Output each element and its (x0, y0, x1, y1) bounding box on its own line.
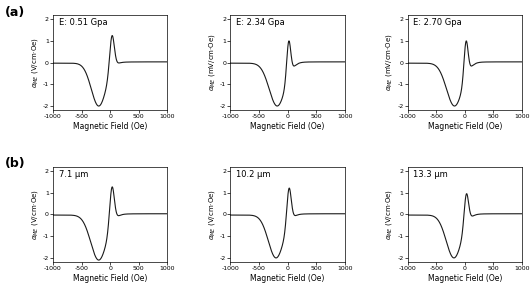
X-axis label: Magnetic Field (Oe): Magnetic Field (Oe) (73, 122, 147, 131)
Y-axis label: $\alpha_{ME}$ (V/cm$\cdot$Oe): $\alpha_{ME}$ (V/cm$\cdot$Oe) (207, 189, 217, 240)
X-axis label: Magnetic Field (Oe): Magnetic Field (Oe) (250, 122, 325, 131)
Y-axis label: $\alpha_{ME}$ (mV/cm$\cdot$Oe): $\alpha_{ME}$ (mV/cm$\cdot$Oe) (207, 33, 217, 92)
Text: 13.3 μm: 13.3 μm (413, 170, 448, 179)
Y-axis label: $\alpha_{ME}$ (mV/cm$\cdot$Oe): $\alpha_{ME}$ (mV/cm$\cdot$Oe) (384, 33, 394, 92)
Text: (a): (a) (5, 5, 25, 19)
Text: 10.2 μm: 10.2 μm (236, 170, 270, 179)
Text: E: 2.70 Gpa: E: 2.70 Gpa (413, 18, 462, 27)
Y-axis label: $\alpha_{ME}$ (V/cm$\cdot$Oe): $\alpha_{ME}$ (V/cm$\cdot$Oe) (30, 189, 40, 240)
Y-axis label: $\alpha_{ME}$ (V/cm$\cdot$Oe): $\alpha_{ME}$ (V/cm$\cdot$Oe) (30, 37, 40, 88)
Text: 7.1 μm: 7.1 μm (59, 170, 88, 179)
Y-axis label: $\alpha_{ME}$ (V/cm$\cdot$Oe): $\alpha_{ME}$ (V/cm$\cdot$Oe) (384, 189, 394, 240)
X-axis label: Magnetic Field (Oe): Magnetic Field (Oe) (73, 274, 147, 283)
X-axis label: Magnetic Field (Oe): Magnetic Field (Oe) (250, 274, 325, 283)
X-axis label: Magnetic Field (Oe): Magnetic Field (Oe) (428, 122, 502, 131)
Text: E: 2.34 Gpa: E: 2.34 Gpa (236, 18, 285, 27)
X-axis label: Magnetic Field (Oe): Magnetic Field (Oe) (428, 274, 502, 283)
Text: (b): (b) (5, 157, 25, 170)
Text: E: 0.51 Gpa: E: 0.51 Gpa (59, 18, 108, 27)
